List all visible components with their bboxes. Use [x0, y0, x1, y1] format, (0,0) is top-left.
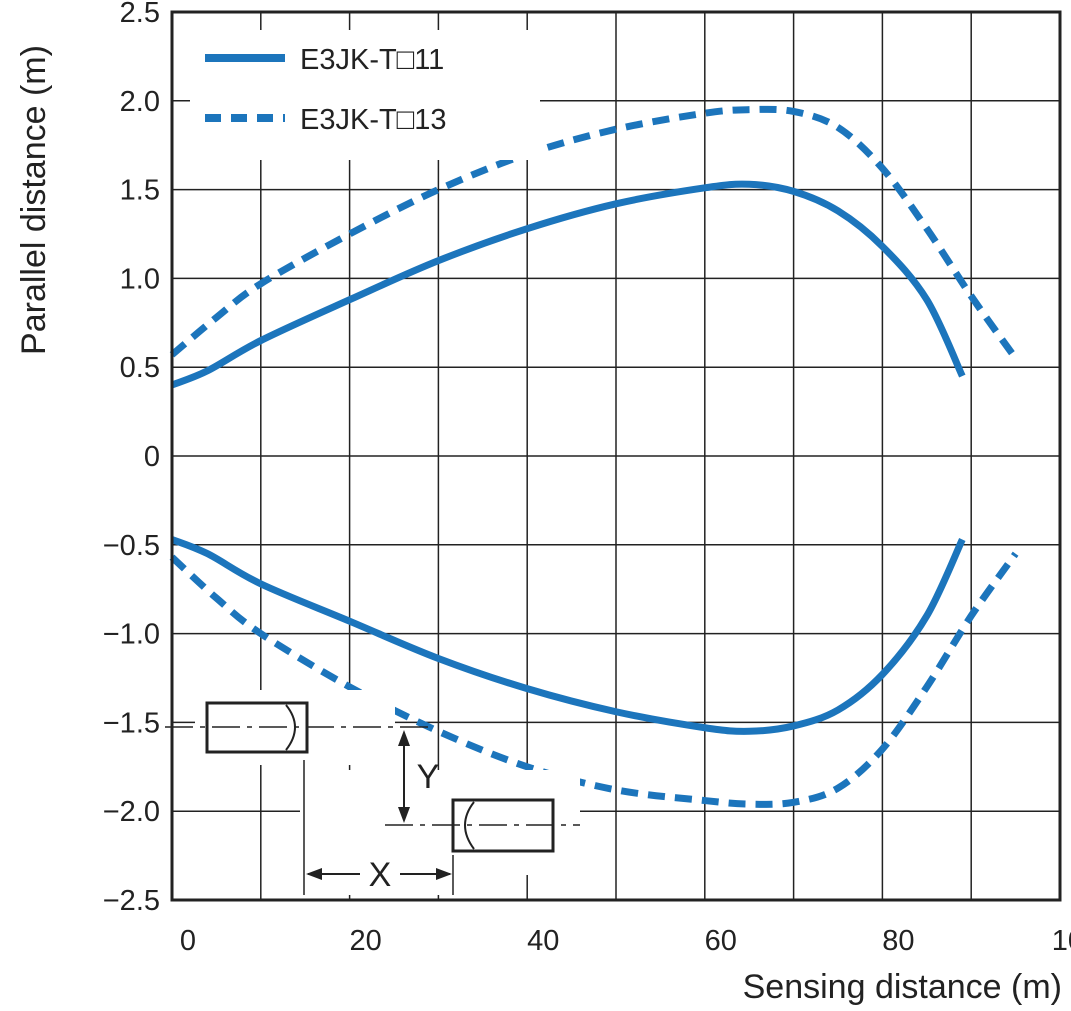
- x-tick-label: 100: [1052, 925, 1071, 957]
- y-axis-title: Parallel distance (m): [15, 45, 53, 355]
- y-tick-label: −1.5: [103, 707, 160, 739]
- x-tick-label: 20: [349, 925, 381, 957]
- legend-label-solid: E3JK-T□11: [300, 44, 444, 76]
- legend-background: [190, 30, 540, 160]
- y-tick-label: 1.5: [120, 175, 160, 207]
- y-tick-label: −1.0: [103, 619, 160, 651]
- x-axis-title: Sensing distance (m): [743, 968, 1062, 1006]
- legend: E3JK-T□11 E3JK-T□13: [190, 30, 540, 160]
- y-tick-labels: 2.5 2.0 1.5 1.0 0.5 0 −0.5 −1.0 −1.5 −2.0 −2.5: [103, 0, 160, 917]
- series-line-dashed-upper: [169, 105, 1019, 361]
- x-tick-label: 60: [705, 925, 737, 957]
- y-tick-label: 0.5: [120, 352, 160, 384]
- y-tick-label: −0.5: [103, 530, 160, 562]
- x-tick-label: 40: [527, 925, 559, 957]
- plot-frame: [170, 10, 1062, 902]
- series-line-solid-lower: [170, 536, 966, 735]
- series-lines: [169, 105, 1019, 808]
- y-dimension-label: Y: [417, 758, 440, 796]
- x-arrowhead-right: [436, 868, 452, 880]
- x-arrowhead-left: [306, 868, 322, 880]
- y-tick-label: 0: [144, 441, 160, 473]
- y-arrowhead-bottom: [398, 807, 410, 823]
- y-tick-label: 1.0: [120, 263, 160, 295]
- series-line-solid-upper: [170, 180, 966, 389]
- y-arrowhead-top: [398, 730, 410, 746]
- legend-label-dashed: E3JK-T□13: [300, 104, 446, 136]
- series-line-dashed-lower: [169, 551, 1019, 808]
- x-tick-labels: 0 20 40 60 80 100: [180, 925, 1071, 957]
- x-dimension-label: X: [369, 856, 392, 894]
- sensor-diagram: X Y: [165, 690, 580, 895]
- y-tick-label: 2.5: [120, 0, 160, 29]
- x-tick-label: 80: [882, 925, 914, 957]
- y-tick-label: −2.5: [103, 885, 160, 917]
- x-tick-label: 0: [180, 925, 196, 957]
- y-tick-label: −2.0: [103, 796, 160, 828]
- receiver-lens: [464, 801, 475, 850]
- y-tick-label: 2.0: [120, 86, 160, 118]
